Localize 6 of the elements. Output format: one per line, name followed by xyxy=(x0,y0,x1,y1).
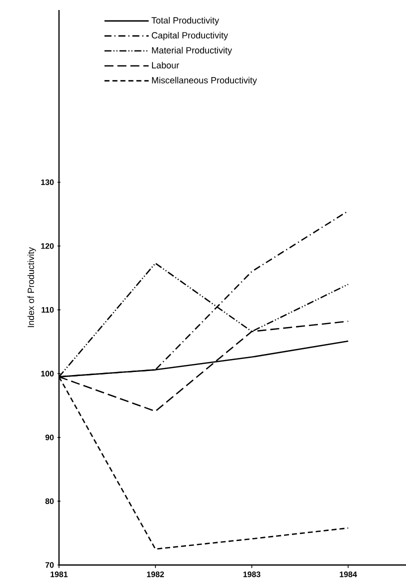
legend-label: Labour xyxy=(152,62,180,68)
y-axis-title: Index of Productivity xyxy=(27,247,36,328)
legend-label: Capital Productivity xyxy=(152,32,228,40)
legend-label: Miscellaneous Productivity xyxy=(152,76,257,86)
legend-label: Material Productivity xyxy=(152,46,232,56)
legend-label: Total Productivity xyxy=(152,16,220,26)
